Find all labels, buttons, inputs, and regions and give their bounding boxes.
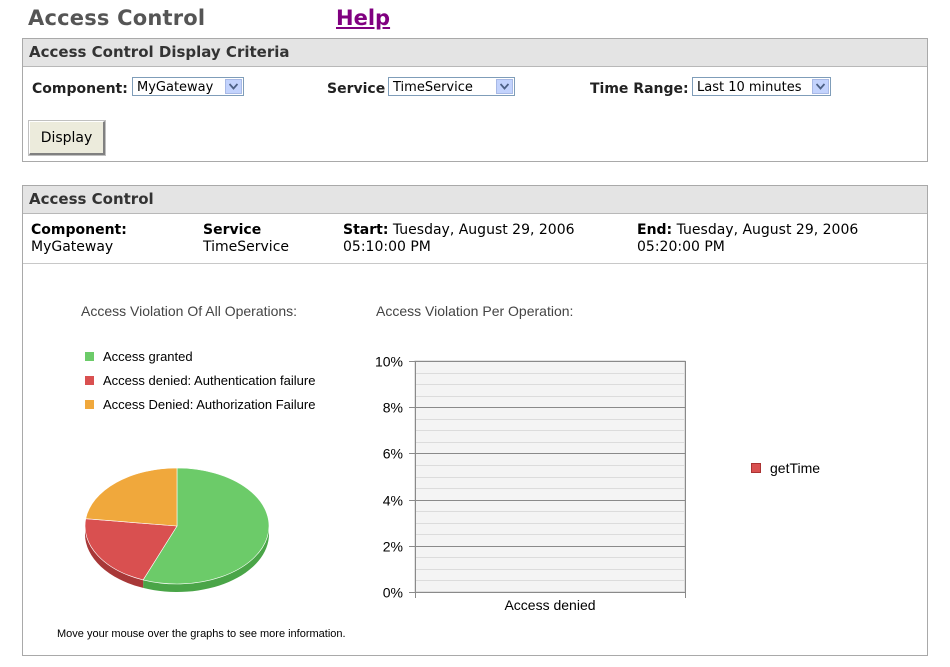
pie-legend-item[interactable]: Access denied: Authentication failure xyxy=(85,373,315,388)
info-divider xyxy=(23,263,927,264)
bar-chart-title: Access Violation Per Operation: xyxy=(376,303,574,319)
info-end-label: End: xyxy=(637,222,673,238)
pie-slice[interactable] xyxy=(142,467,270,585)
info-service: Service TimeService xyxy=(203,222,289,256)
help-link[interactable]: Help xyxy=(336,6,391,30)
legend-swatch xyxy=(85,352,94,361)
time-range-select[interactable]: Last 10 minutes xyxy=(692,77,831,96)
info-component-value: MyGateway xyxy=(31,239,114,255)
y-tick-label: 6% xyxy=(383,446,403,462)
y-tick-label: 0% xyxy=(383,585,403,601)
info-service-label: Service xyxy=(203,222,262,238)
info-end-time: 05:20:00 PM xyxy=(637,239,725,255)
y-tick-label: 2% xyxy=(383,539,403,555)
component-select[interactable]: MyGateway xyxy=(132,77,244,96)
chevron-down-icon[interactable] xyxy=(812,79,829,94)
bar-chart[interactable]: 0% 2% 4% 6% 8% 10% Access denied xyxy=(363,354,693,626)
info-service-value: TimeService xyxy=(203,239,290,255)
access-control-panel: Access Control Component: MyGateway Serv… xyxy=(22,185,928,656)
info-start: Start: Tuesday, August 29, 2006 05:10:00… xyxy=(343,222,575,256)
display-criteria-panel: Access Control Display Criteria Componen… xyxy=(22,38,928,162)
pie-slice-side[interactable] xyxy=(85,526,144,588)
bar-legend-item[interactable]: getTime xyxy=(751,460,820,476)
chevron-down-icon[interactable] xyxy=(225,79,242,94)
info-end-date: Tuesday, August 29, 2006 xyxy=(676,222,859,238)
plot-area xyxy=(414,360,686,593)
footnote: Move your mouse over the graphs to see m… xyxy=(57,628,346,640)
page-title: Access Control xyxy=(28,6,206,30)
pie-legend-label: Access Denied: Authorization Failure xyxy=(103,397,316,412)
x-tick-label: Access denied xyxy=(504,597,595,613)
criteria-panel-title: Access Control Display Criteria xyxy=(23,39,927,67)
info-start-label: Start: xyxy=(343,222,389,238)
time-range-label: Time Range: xyxy=(590,81,689,97)
service-label: Service xyxy=(327,81,386,97)
info-start-date: Tuesday, August 29, 2006 xyxy=(392,222,575,238)
display-button[interactable]: Display xyxy=(28,120,106,156)
info-component-label: Component: xyxy=(31,222,127,238)
info-component: Component: MyGateway xyxy=(31,222,127,256)
component-label: Component: xyxy=(32,81,128,97)
pie-legend-label: Access granted xyxy=(103,349,193,364)
service-select[interactable]: TimeService xyxy=(388,77,515,96)
access-panel-title: Access Control xyxy=(23,186,927,214)
pie-slice-side[interactable] xyxy=(143,526,269,592)
info-start-time: 05:10:00 PM xyxy=(343,239,431,255)
pie-slice[interactable] xyxy=(85,467,178,527)
pie-legend-label: Access denied: Authentication failure xyxy=(103,373,316,388)
component-select-value: MyGateway xyxy=(137,80,214,95)
legend-swatch xyxy=(85,400,94,409)
legend-swatch xyxy=(751,463,761,473)
y-tick-label: 4% xyxy=(383,493,403,509)
time-range-select-value: Last 10 minutes xyxy=(697,80,802,95)
pie-legend-item[interactable]: Access granted xyxy=(85,349,193,364)
pie-chart-title: Access Violation Of All Operations: xyxy=(81,303,298,319)
bar-legend-label: getTime xyxy=(770,460,821,476)
legend-swatch xyxy=(85,376,94,385)
info-end: End: Tuesday, August 29, 2006 05:20:00 P… xyxy=(637,222,858,256)
pie-legend-item[interactable]: Access Denied: Authorization Failure xyxy=(85,397,315,412)
pie-chart[interactable] xyxy=(79,461,279,611)
service-select-value: TimeService xyxy=(393,80,473,95)
pie-slice[interactable] xyxy=(84,518,178,581)
y-tick-label: 10% xyxy=(375,354,403,370)
y-tick-label: 8% xyxy=(383,400,403,416)
chevron-down-icon[interactable] xyxy=(496,79,513,94)
